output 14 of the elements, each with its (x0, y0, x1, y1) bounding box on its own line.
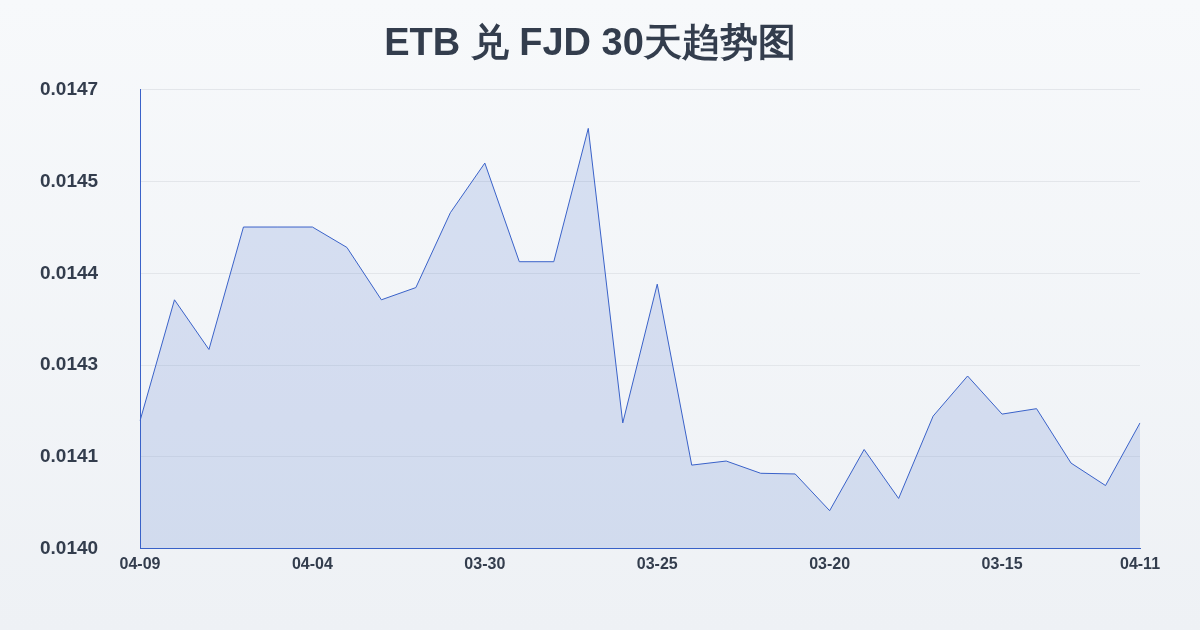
x-tick-label: 03-30 (464, 554, 506, 572)
x-tick-label: 03-20 (809, 554, 851, 572)
y-tick-label: 0.0143 (40, 353, 99, 375)
y-tick-label: 0.0140 (40, 537, 99, 559)
y-tick-label: 0.0147 (40, 77, 99, 99)
chart-title: ETB 兑 FJD 30天趋势图 (384, 21, 796, 64)
y-tick-label: 0.0145 (40, 169, 99, 191)
y-tick-label: 0.0144 (40, 261, 99, 283)
x-tick-label: 03-25 (636, 554, 678, 572)
x-tick-label: 04-09 (119, 554, 161, 572)
x-tick-label: 04-04 (291, 554, 333, 572)
x-tick-label: 03-15 (981, 554, 1023, 572)
y-tick-label: 0.0141 (40, 445, 99, 467)
x-tick-label: 04-11 (1119, 554, 1161, 572)
